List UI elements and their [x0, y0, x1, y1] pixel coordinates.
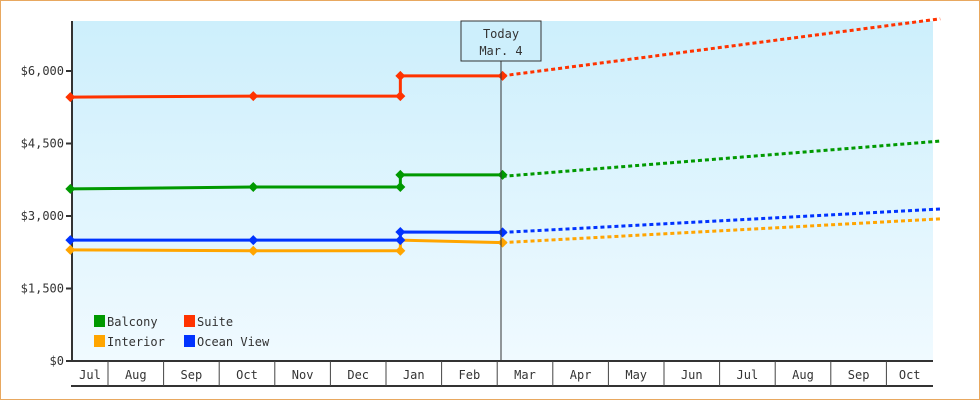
data-point [248, 91, 259, 102]
data-point [248, 182, 259, 192]
x-tick-label: Nov [292, 368, 314, 382]
x-tick-label: Jun [681, 368, 703, 382]
x-tick-label: Jul [79, 368, 101, 382]
x-tick-label: Sep [181, 368, 203, 382]
data-point [395, 91, 406, 102]
data-point [395, 182, 406, 192]
legend-swatch [184, 315, 195, 327]
legend-swatch [94, 315, 105, 327]
x-tick-label: Aug [792, 368, 814, 382]
legend-swatch [94, 335, 105, 347]
data-point [248, 245, 259, 256]
today-box [460, 20, 542, 62]
y-tick-label: $1,500 [21, 282, 64, 296]
data-point [65, 235, 76, 246]
data-point [395, 245, 406, 256]
y-tick-label: $3,000 [21, 209, 64, 223]
x-tick-label: May [625, 368, 647, 382]
y-tick-label: $6,000 [21, 64, 64, 78]
x-tick-label: Mar [514, 368, 536, 382]
data-point [395, 70, 406, 81]
legend-label: Ocean View [197, 335, 270, 349]
x-tick-label: Jan [403, 368, 425, 382]
legend-label: Interior [107, 335, 165, 349]
x-tick-label: Apr [570, 368, 592, 382]
x-tick-label: Feb [459, 368, 481, 382]
projection-line-suite [502, 17, 941, 78]
x-tick-label: Oct [236, 368, 258, 382]
data-point [395, 226, 406, 237]
x-tick-label: Jul [737, 368, 759, 382]
today-title: Today [483, 27, 519, 41]
data-point [248, 235, 259, 246]
projection-line-interior [502, 217, 941, 245]
data-point [395, 235, 406, 246]
data-point [65, 244, 76, 255]
legend-swatch [184, 335, 195, 347]
x-tick-label: Aug [125, 368, 147, 382]
x-tick-label: Dec [347, 368, 369, 382]
projection-line-balcony [502, 139, 941, 178]
projection-line-ocean-view [502, 207, 941, 234]
y-tick-label: $0 [50, 354, 64, 368]
x-tick-label: Sep [848, 368, 870, 382]
legend-label: Suite [197, 315, 233, 329]
y-tick-label: $4,500 [21, 137, 64, 151]
data-point [65, 92, 76, 103]
x-tick-label: Oct [899, 368, 921, 382]
legend-label: Balcony [107, 315, 158, 329]
today-date: Mar. 4 [479, 44, 522, 58]
data-point [395, 169, 406, 180]
data-point [65, 183, 76, 194]
